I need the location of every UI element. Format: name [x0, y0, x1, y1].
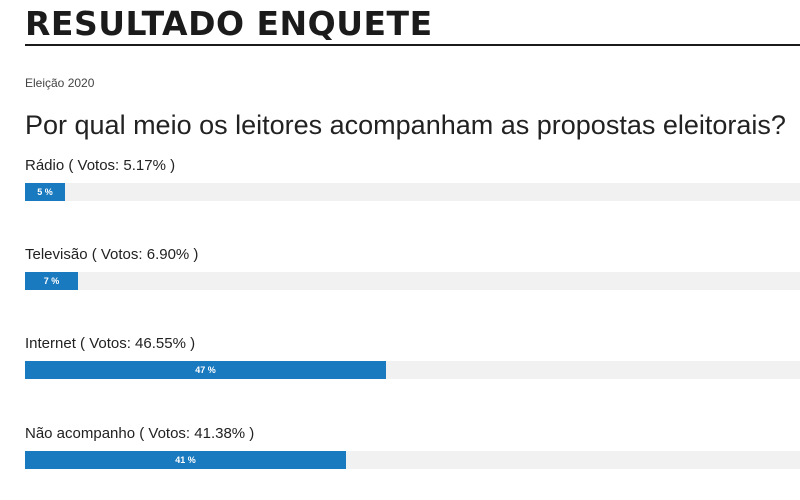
- poll-option-internet: Internet ( Votos: 46.55% ) 47 %: [25, 334, 800, 379]
- poll-bar-track: 41 %: [25, 451, 800, 469]
- poll-bar-fill: 5 %: [25, 183, 65, 201]
- poll-question: Por qual meio os leitores acompanham as …: [25, 110, 786, 140]
- poll-option-label: Internet ( Votos: 46.55% ): [25, 335, 196, 352]
- poll-category: Eleição 2020: [25, 76, 95, 90]
- poll-option-televisao: Televisão ( Votos: 6.90% ) 7 %: [25, 245, 800, 290]
- poll-bar-percent: 5 %: [37, 187, 53, 197]
- poll-bar-fill: 7 %: [25, 272, 78, 290]
- poll-option-label: Não acompanho ( Votos: 41.38% ): [25, 425, 255, 442]
- poll-option-nao-acompanho: Não acompanho ( Votos: 41.38% ) 41 %: [25, 424, 800, 469]
- poll-bar-percent: 47 %: [195, 365, 216, 375]
- poll-bar-fill: 41 %: [25, 451, 346, 469]
- page-title: RESULTADO ENQUETE: [25, 4, 433, 43]
- poll-bar-percent: 7 %: [43, 276, 60, 286]
- poll-option-radio: Rádio ( Votos: 5.17% ) 5 %: [25, 156, 800, 201]
- poll-option-label: Rádio ( Votos: 5.17% ): [25, 157, 176, 174]
- poll-bar-track: 47 %: [25, 361, 800, 379]
- poll-option-label: Televisão ( Votos: 6.90% ): [25, 246, 199, 263]
- poll-bar-fill: 47 %: [25, 361, 386, 379]
- title-divider: [25, 44, 800, 46]
- poll-bar-track: 7 %: [25, 272, 800, 290]
- poll-bar-track: 5 %: [25, 183, 800, 201]
- poll-bar-percent: 41 %: [175, 455, 196, 465]
